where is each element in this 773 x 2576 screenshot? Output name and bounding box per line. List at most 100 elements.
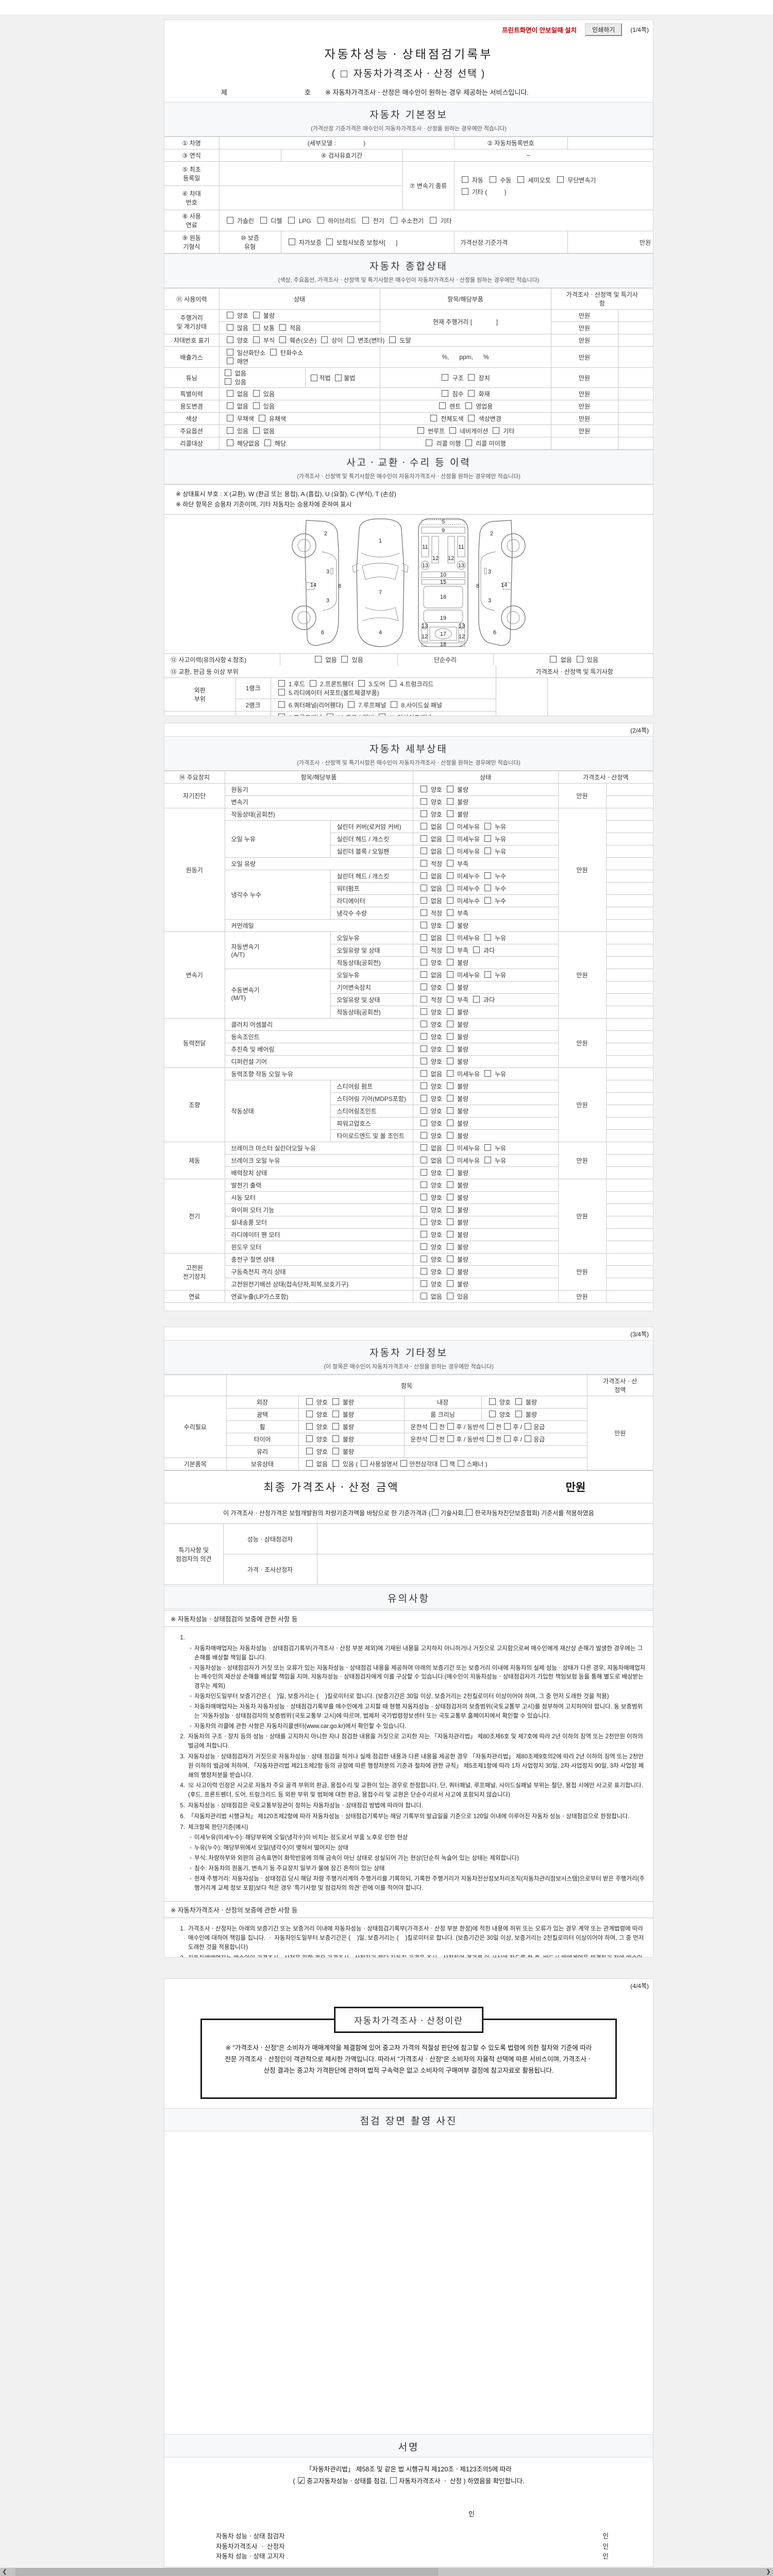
- checkbox[interactable]: [446, 922, 453, 928]
- checkbox[interactable]: [489, 1411, 496, 1417]
- checkbox[interactable]: [420, 1243, 427, 1250]
- checkbox[interactable]: [446, 1256, 453, 1262]
- checkbox[interactable]: [446, 1206, 453, 1213]
- checkbox[interactable]: [258, 415, 265, 421]
- checkbox[interactable]: [389, 680, 396, 687]
- checkbox[interactable]: [489, 1398, 496, 1405]
- checkbox[interactable]: [226, 415, 233, 421]
- checkbox[interactable]: [420, 1206, 427, 1213]
- checkbox[interactable]: [226, 358, 233, 364]
- checkbox[interactable]: [446, 909, 453, 916]
- checkbox[interactable]: [446, 810, 453, 817]
- checkbox[interactable]: [446, 1169, 453, 1176]
- checkbox[interactable]: [390, 2477, 397, 2484]
- checkbox[interactable]: [446, 848, 453, 854]
- checkbox[interactable]: [420, 1082, 427, 1089]
- checkbox[interactable]: [458, 1460, 465, 1467]
- checkbox[interactable]: [473, 996, 480, 1003]
- checkbox[interactable]: [224, 369, 231, 376]
- checkbox[interactable]: [341, 71, 348, 77]
- checkbox[interactable]: [446, 1243, 453, 1250]
- checkbox[interactable]: [446, 1194, 453, 1200]
- checkbox[interactable]: [358, 680, 365, 687]
- checkbox[interactable]: [278, 713, 285, 716]
- checkbox[interactable]: [473, 946, 480, 953]
- checkbox[interactable]: [446, 971, 453, 978]
- checkbox[interactable]: [430, 216, 437, 224]
- checkbox[interactable]: [390, 216, 397, 224]
- checkbox[interactable]: [332, 1398, 339, 1405]
- checkbox[interactable]: [461, 176, 468, 183]
- checkbox[interactable]: [484, 1070, 491, 1077]
- checkbox[interactable]: [466, 1509, 473, 1516]
- checkbox[interactable]: [226, 336, 233, 343]
- checkbox[interactable]: [420, 885, 427, 891]
- checkbox[interactable]: [326, 713, 333, 716]
- checkbox[interactable]: [489, 176, 496, 183]
- checkbox[interactable]: [442, 374, 449, 381]
- checkbox[interactable]: [446, 996, 453, 1003]
- checkbox[interactable]: [420, 1120, 427, 1126]
- checkbox[interactable]: [420, 1256, 427, 1262]
- checkbox[interactable]: [420, 984, 427, 990]
- checkbox[interactable]: [446, 1280, 453, 1287]
- checkbox[interactable]: [420, 1280, 427, 1287]
- checkbox[interactable]: [264, 439, 271, 446]
- checkbox[interactable]: [504, 1435, 511, 1442]
- checkbox[interactable]: [226, 324, 233, 331]
- checkbox[interactable]: [446, 1008, 453, 1015]
- checkbox[interactable]: [446, 1107, 453, 1114]
- checkbox[interactable]: [420, 1033, 427, 1040]
- checkbox[interactable]: [484, 848, 491, 854]
- checkbox[interactable]: [226, 390, 233, 397]
- scroll-right-arrow-icon[interactable]: ❯: [766, 2569, 771, 2575]
- checkbox[interactable]: [420, 1181, 427, 1188]
- checkbox[interactable]: [279, 324, 286, 331]
- checkbox[interactable]: [420, 922, 427, 928]
- checkbox[interactable]: [446, 1120, 453, 1126]
- checkbox[interactable]: [420, 1157, 427, 1163]
- scroll-left-arrow-icon[interactable]: ❮: [2, 2569, 7, 2575]
- checkbox[interactable]: [306, 1411, 313, 1417]
- checkbox[interactable]: [446, 1268, 453, 1275]
- checkbox[interactable]: [226, 439, 233, 446]
- checkbox[interactable]: [253, 336, 260, 343]
- checkbox[interactable]: [446, 1095, 453, 1101]
- checkbox[interactable]: [426, 439, 433, 446]
- checkbox[interactable]: [420, 1231, 427, 1238]
- checkbox[interactable]: [557, 176, 564, 183]
- checkbox[interactable]: [446, 1132, 453, 1139]
- checkbox[interactable]: [525, 1435, 532, 1442]
- checkbox[interactable]: [420, 1021, 427, 1027]
- checkbox[interactable]: [306, 1398, 313, 1405]
- checkbox[interactable]: [446, 1231, 453, 1238]
- checkbox[interactable]: [468, 374, 475, 381]
- checkbox[interactable]: [446, 984, 453, 990]
- checkbox[interactable]: [446, 1045, 453, 1052]
- checkbox[interactable]: [420, 1144, 427, 1151]
- checkbox[interactable]: [442, 390, 449, 397]
- checkbox[interactable]: [576, 655, 583, 663]
- checkbox[interactable]: [484, 1144, 491, 1151]
- checkbox[interactable]: [420, 1268, 427, 1275]
- checkbox[interactable]: [278, 688, 285, 696]
- checkbox[interactable]: [449, 427, 456, 434]
- checkbox[interactable]: [440, 1460, 447, 1467]
- checkbox[interactable]: [420, 848, 427, 854]
- checkbox[interactable]: [504, 1423, 511, 1430]
- checkbox[interactable]: [484, 934, 491, 941]
- checkbox[interactable]: [226, 216, 233, 224]
- checkbox[interactable]: [315, 655, 322, 663]
- checkbox[interactable]: [484, 823, 491, 829]
- checkbox[interactable]: [332, 1435, 339, 1442]
- checkbox[interactable]: [288, 238, 295, 245]
- print-button[interactable]: 인쇄하기: [585, 23, 623, 36]
- checkbox[interactable]: [439, 402, 446, 409]
- checkbox[interactable]: [260, 216, 267, 224]
- checkbox[interactable]: [420, 934, 427, 941]
- checkbox[interactable]: [468, 390, 475, 397]
- checkbox[interactable]: [446, 860, 453, 867]
- checkbox[interactable]: [226, 427, 233, 434]
- checkbox[interactable]: [446, 1293, 453, 1299]
- checkbox[interactable]: [420, 1008, 427, 1015]
